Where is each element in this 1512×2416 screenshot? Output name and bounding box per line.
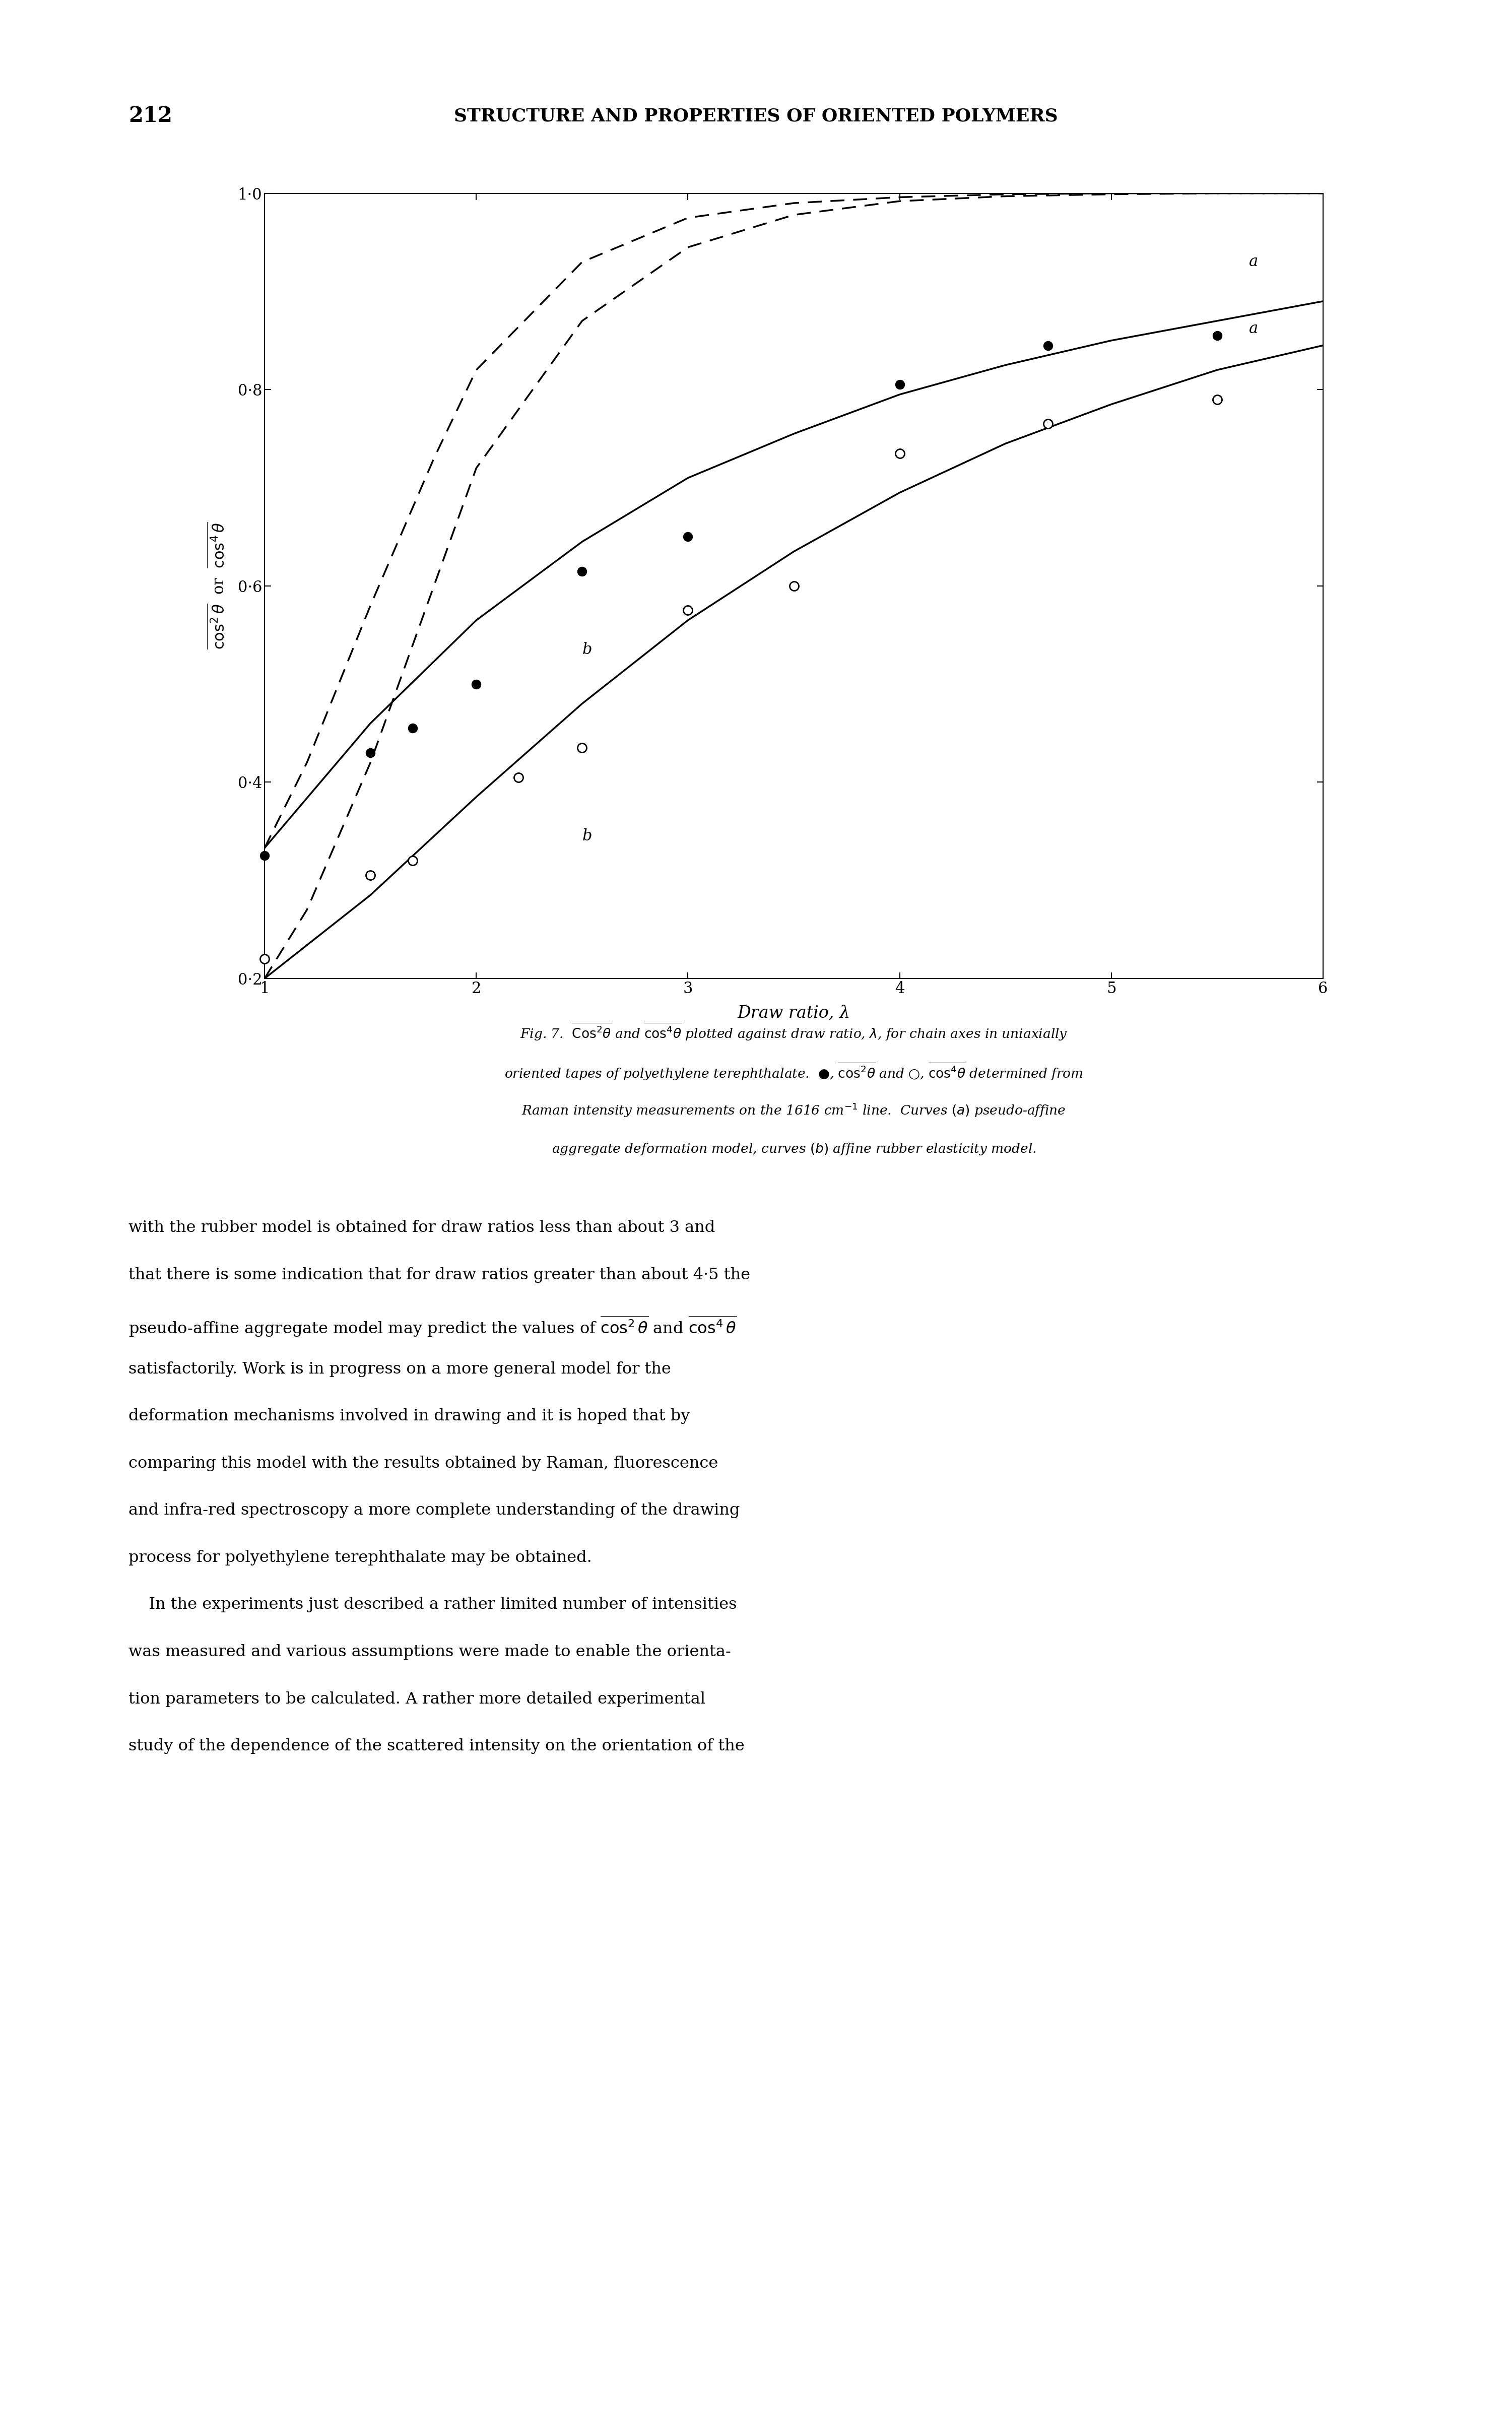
Text: pseudo-affine aggregate model may predict the values of $\overline{\mathrm{cos}^: pseudo-affine aggregate model may predic… (129, 1314, 736, 1338)
Text: comparing this model with the results obtained by Raman, fluorescence: comparing this model with the results ob… (129, 1454, 718, 1471)
Text: STRUCTURE AND PROPERTIES OF ORIENTED POLYMERS: STRUCTURE AND PROPERTIES OF ORIENTED POL… (454, 106, 1058, 126)
Text: a: a (1249, 254, 1258, 271)
Y-axis label: $\overline{\cos^2\theta}$  or  $\overline{\cos^4\theta}$: $\overline{\cos^2\theta}$ or $\overline{… (209, 522, 228, 650)
Text: satisfactorily. Work is in progress on a more general model for the: satisfactorily. Work is in progress on a… (129, 1363, 671, 1377)
Text: tion parameters to be calculated. A rather more detailed experimental: tion parameters to be calculated. A rath… (129, 1691, 706, 1706)
Text: with the rubber model is obtained for draw ratios less than about 3 and: with the rubber model is obtained for dr… (129, 1220, 715, 1235)
Text: was measured and various assumptions were made to enable the orienta-: was measured and various assumptions wer… (129, 1643, 730, 1660)
Text: and infra-red spectroscopy a more complete understanding of the drawing: and infra-red spectroscopy a more comple… (129, 1503, 739, 1517)
Text: Fig. 7.  $\overline{\mathrm{Cos}^2\theta}$ and $\overline{\mathrm{cos}^4\theta}$: Fig. 7. $\overline{\mathrm{Cos}^2\theta}… (520, 1022, 1067, 1041)
Text: oriented tapes of polyethylene terephthalate.  ●, $\overline{\mathrm{cos}^2\thet: oriented tapes of polyethylene terephtha… (505, 1063, 1083, 1082)
Text: that there is some indication that for draw ratios greater than about 4·5 the: that there is some indication that for d… (129, 1266, 750, 1283)
Text: deformation mechanisms involved in drawing and it is hoped that by: deformation mechanisms involved in drawi… (129, 1409, 689, 1423)
Text: 212: 212 (129, 106, 172, 126)
Text: study of the dependence of the scattered intensity on the orientation of the: study of the dependence of the scattered… (129, 1740, 744, 1754)
Text: In the experiments just described a rather limited number of intensities: In the experiments just described a rath… (129, 1597, 736, 1611)
Text: process for polyethylene terephthalate may be obtained.: process for polyethylene terephthalate m… (129, 1551, 591, 1566)
Text: Raman intensity measurements on the 1616 cm$^{-1}$ line.  Curves $(a)$ pseudo-af: Raman intensity measurements on the 1616… (522, 1102, 1066, 1119)
X-axis label: Draw ratio, λ: Draw ratio, λ (738, 1005, 850, 1022)
Text: a: a (1249, 321, 1258, 336)
Text: b: b (582, 829, 591, 843)
Text: aggregate deformation model, curves $(b)$ affine rubber elasticity model.: aggregate deformation model, curves $(b)… (552, 1143, 1036, 1157)
Text: b: b (582, 643, 591, 657)
